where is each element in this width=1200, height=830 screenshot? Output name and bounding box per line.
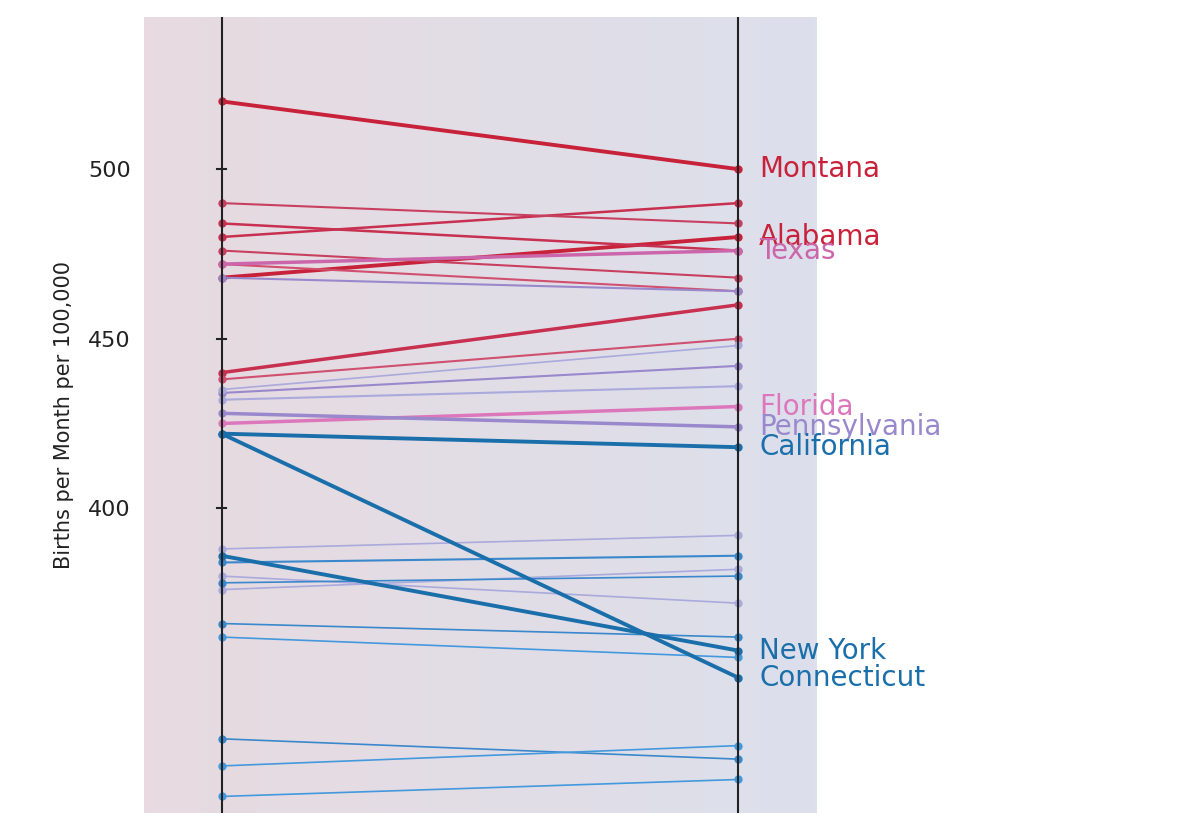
Text: California: California [760,433,892,461]
Text: Florida: Florida [760,393,853,421]
Text: Texas: Texas [760,237,835,265]
Text: Alabama: Alabama [760,223,882,251]
Text: New York: New York [760,637,887,665]
Text: Connecticut: Connecticut [760,664,925,691]
Text: Pennsylvania: Pennsylvania [760,413,942,441]
Y-axis label: Births per Month per 100,000: Births per Month per 100,000 [54,261,74,569]
Text: Montana: Montana [760,155,880,183]
